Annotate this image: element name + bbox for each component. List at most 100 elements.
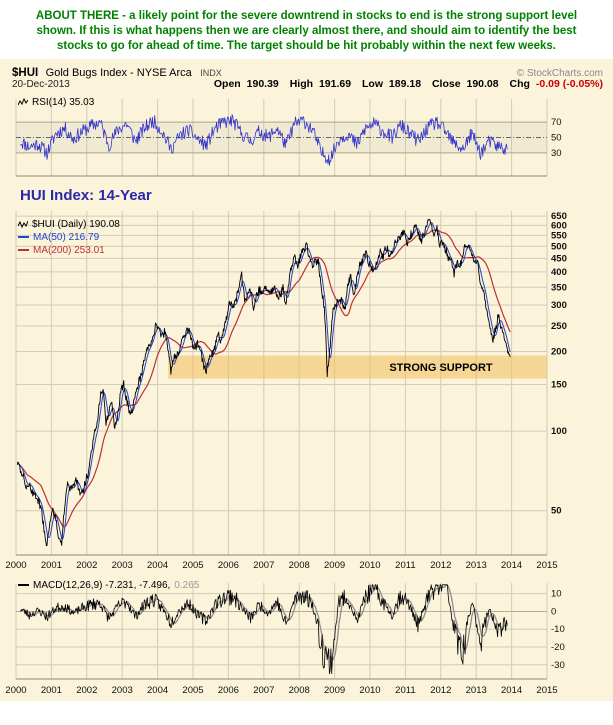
low-label: Low bbox=[362, 77, 383, 90]
year-label: 2007 bbox=[253, 560, 274, 571]
macd-chart: 10 0 -10 -20 -30 2000 2001 2002 2003 2004 2005 2006… bbox=[5, 582, 565, 696]
year-label: 2011 bbox=[395, 560, 415, 571]
year-label: 2001 bbox=[41, 560, 62, 571]
macd-axis-label: 10 bbox=[551, 588, 562, 599]
price-panel: $HUI (Daily) 190.08 MA(50) 216.79 MA(200… bbox=[0, 205, 613, 577]
high-label: High bbox=[289, 77, 314, 90]
rsi-grid bbox=[15, 98, 548, 177]
macd-legend-label: MACD(12,26,9) -7.231, -7.496, bbox=[33, 579, 171, 591]
price-axis-label: 300 bbox=[551, 300, 567, 311]
year-label: 2013 bbox=[466, 685, 487, 696]
year-label: 2004 bbox=[147, 685, 168, 696]
exchange-tag: INDX bbox=[200, 67, 222, 78]
year-label: 2005 bbox=[182, 560, 203, 571]
chart-date: 20-Dec-2013 bbox=[12, 78, 70, 90]
year-label: 2015 bbox=[536, 685, 557, 696]
support-zone-label: STRONG SUPPORT bbox=[389, 362, 493, 374]
macd-line bbox=[19, 584, 508, 674]
year-label: 2015 bbox=[536, 560, 557, 571]
support-zone bbox=[168, 355, 547, 379]
year-label: 2005 bbox=[182, 685, 203, 696]
year-label: 2013 bbox=[466, 560, 487, 571]
copyright: © StockCharts.com bbox=[516, 67, 603, 79]
price-legend: $HUI (Daily) 190.08 MA(50) 216.79 MA(200… bbox=[18, 218, 120, 257]
chart-header: $HUI Gold Bugs Index - NYSE Arca INDX © … bbox=[0, 63, 613, 81]
ma200-swatch bbox=[18, 249, 29, 252]
price-line bbox=[17, 218, 511, 547]
year-label: 2004 bbox=[147, 560, 168, 571]
macd-axis-label: -10 bbox=[551, 624, 565, 635]
price-grid bbox=[15, 210, 548, 555]
macd-axis-label: -30 bbox=[551, 660, 565, 671]
analyst-annotation: ABOUT THERE - a likely point for the sev… bbox=[35, 10, 578, 52]
price-axis-label: 150 bbox=[551, 379, 567, 390]
year-label: 2012 bbox=[430, 560, 451, 571]
macd-swatch bbox=[18, 584, 29, 587]
price-axis-label: 500 bbox=[551, 241, 567, 252]
macd-legend: MACD(12,26,9) -7.231, -7.496, 0.265 bbox=[18, 580, 199, 591]
year-label: 2003 bbox=[112, 685, 133, 696]
price-axis-label: 50 bbox=[551, 506, 562, 517]
ma200-legend-label: MA(200) 253.01 bbox=[33, 244, 105, 256]
year-label: 2000 bbox=[5, 685, 26, 696]
high-value: 191.69 bbox=[318, 77, 352, 90]
close-value: 190.08 bbox=[466, 77, 499, 90]
macd-signal-line bbox=[19, 584, 508, 661]
price-axis-label: 200 bbox=[551, 346, 567, 357]
year-label: 2007 bbox=[253, 685, 274, 696]
year-label: 2001 bbox=[41, 685, 62, 696]
stockchart: $HUI Gold Bugs Index - NYSE Arca INDX © … bbox=[0, 58, 613, 701]
price-axis-label: 550 bbox=[551, 230, 567, 241]
macd-axis-label: -20 bbox=[551, 642, 565, 653]
year-label: 2002 bbox=[76, 560, 97, 571]
year-label: 2011 bbox=[395, 685, 415, 696]
year-label: 2010 bbox=[359, 560, 380, 571]
rsi-axis-label: 50 bbox=[551, 132, 562, 143]
rsi-axis-label: 30 bbox=[551, 148, 562, 159]
macd-hist-value: 0.265 bbox=[174, 579, 200, 591]
rsi-axis-label: 70 bbox=[551, 117, 562, 128]
price-axis-label: 450 bbox=[551, 253, 567, 264]
rsi-panel: RSI(14) 35.03 70 50 30 bbox=[0, 94, 613, 186]
ma50-swatch bbox=[18, 236, 29, 239]
ohlc-quote: Open 190.39 High 191.69 Low 189.18 Close… bbox=[206, 78, 603, 90]
symbol-name: Gold Bugs Index - NYSE Arca bbox=[45, 66, 192, 79]
year-label: 2014 bbox=[501, 560, 522, 571]
close-label: Close bbox=[431, 77, 461, 90]
year-label: 2009 bbox=[324, 560, 345, 571]
price-series-icon bbox=[18, 220, 28, 229]
macd-grid bbox=[15, 582, 548, 679]
price-axis-label: 350 bbox=[551, 282, 567, 293]
macd-axis-label: 0 bbox=[551, 606, 556, 617]
year-label: 2008 bbox=[289, 685, 310, 696]
price-axis-label: 650 bbox=[551, 211, 567, 222]
year-label: 2003 bbox=[112, 560, 133, 571]
year-label: 2006 bbox=[218, 560, 239, 571]
symbol-line: $HUI Gold Bugs Index - NYSE Arca INDX bbox=[12, 63, 222, 81]
price-axis-label: 400 bbox=[551, 267, 567, 278]
quote-row: 20-Dec-2013 Open 190.39 High 191.69 Low … bbox=[0, 78, 613, 94]
rsi-legend-label: RSI(14) 35.03 bbox=[32, 96, 95, 108]
macd-panel: MACD(12,26,9) -7.231, -7.496, 0.265 10 0 -… bbox=[0, 577, 613, 701]
ma50-legend-label: MA(50) 216.79 bbox=[33, 231, 100, 243]
chg-label: Chg bbox=[509, 77, 530, 90]
rsi-line bbox=[19, 114, 508, 166]
price-legend-label: $HUI (Daily) 190.08 bbox=[32, 218, 120, 230]
year-label: 2008 bbox=[289, 560, 310, 571]
symbol: $HUI bbox=[12, 66, 39, 79]
ma200-line bbox=[16, 229, 511, 528]
open-label: Open bbox=[213, 77, 241, 90]
chg-value: -0.09 (-0.05%) bbox=[535, 77, 603, 90]
year-label: 2012 bbox=[430, 685, 451, 696]
year-label: 2006 bbox=[218, 685, 239, 696]
year-label: 2014 bbox=[501, 685, 522, 696]
rsi-legend: RSI(14) 35.03 bbox=[18, 97, 94, 108]
year-label: 2000 bbox=[5, 560, 26, 571]
year-label: 2009 bbox=[324, 685, 345, 696]
low-value: 189.18 bbox=[388, 77, 422, 90]
rsi-chart: 70 50 30 bbox=[15, 98, 562, 177]
indicator-icon bbox=[18, 97, 28, 106]
open-value: 190.39 bbox=[246, 77, 279, 90]
year-label: 2010 bbox=[359, 685, 380, 696]
